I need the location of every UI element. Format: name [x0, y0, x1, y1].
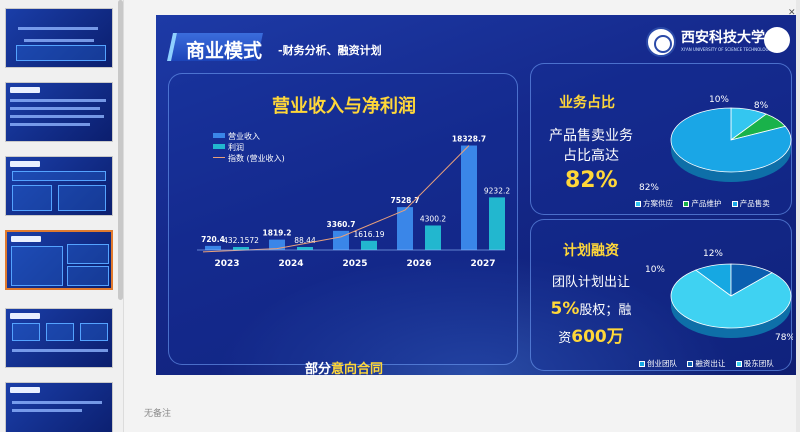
university-seal-icon [646, 27, 676, 57]
slide-title: 商业模式 [186, 40, 263, 62]
university-logo: 西安科技大学 XI'AN UNIVERSITY OF SCIENCE TECHN… [646, 23, 796, 69]
thumbnail-scrollbar[interactable] [118, 0, 123, 300]
business-share-highlight: 82% [565, 168, 618, 193]
university-name-en: XI'AN UNIVERSITY OF SCIENCE TECHNOLOGY [681, 47, 771, 52]
bar-revenue [461, 145, 477, 250]
bar-revenue [333, 230, 349, 250]
x-tick-label: 2025 [342, 259, 367, 269]
business-share-text: 产品售卖业务 占比高达 [549, 128, 633, 164]
business-share-legend: 方案供应 产品维护 产品售卖 [635, 198, 778, 209]
slide-thumbnail[interactable] [5, 8, 113, 68]
slide-thumbnail[interactable] [5, 382, 113, 432]
bar-profit [489, 197, 505, 250]
legend-item: 股东团队 [735, 359, 778, 368]
bar-profit [233, 247, 249, 250]
pie-value-label: 12% [703, 249, 723, 259]
bar-label: 3360.7 [327, 220, 356, 229]
notes-placeholder[interactable]: 无备注 [144, 409, 172, 419]
bar-label: 1616.19 [353, 230, 384, 239]
legend-item: 产品维护 [683, 199, 725, 208]
bar-label: 4300.2 [420, 214, 446, 223]
footnote: 部分意向合同 [304, 362, 384, 375]
legend-item: 方案供应 [635, 199, 677, 208]
financing-title: 计划融资 [563, 243, 619, 259]
slide-canvas[interactable]: 商业模式 -财务分析、融资计划 西安科技大学 XI'AN UNIVERSITY … [156, 15, 796, 375]
slide-thumbnail[interactable] [5, 308, 113, 368]
bar-revenue [269, 239, 285, 250]
bar-label: 9232.2 [484, 186, 510, 195]
slide-subtitle: -财务分析、融资计划 [278, 44, 382, 57]
university-name: 西安科技大学 [681, 30, 765, 46]
bar-profit [297, 247, 313, 250]
legend-item: 创业团队 [639, 359, 681, 368]
business-share-panel: 业务占比 产品售卖业务 占比高达 82% 10% 8% 82% 方案供应 产品维护 … [530, 63, 792, 215]
bar-revenue [397, 207, 413, 250]
financing-text: 团队计划出让 5%股权；融 资600万 [550, 275, 632, 347]
badge-mark-icon [764, 27, 790, 53]
close-icon[interactable]: ✕ [788, 8, 796, 18]
pie-value-label: 10% [709, 95, 729, 105]
bar-label: 720.4 [201, 235, 225, 244]
bar-label: 7528.7 [391, 196, 420, 205]
slide-thumbnail[interactable] [5, 156, 113, 216]
background-glow [216, 255, 736, 375]
bar-profit [361, 240, 377, 250]
pie-value-label: 78% [775, 333, 793, 343]
legend-item-profit: 利润 [213, 142, 285, 153]
financing-panel: 计划融资 团队计划出让 5%股权；融 资600万 10% 12% 78% 创业团队 … [530, 219, 793, 371]
legend-item: 产品售卖 [731, 199, 774, 208]
bar-revenue [205, 245, 221, 250]
x-tick-label: 2026 [406, 259, 431, 269]
bar-label: 432.1572 [223, 236, 259, 245]
pie-value-label: 10% [645, 265, 665, 275]
slide-thumbnail[interactable] [5, 82, 113, 142]
slide-thumbnail-panel [0, 0, 124, 432]
slide-thumbnail-current[interactable] [5, 230, 113, 290]
legend-item-revenue: 营业收入 [213, 131, 285, 142]
financing-pie: 10% 12% 78% [645, 249, 793, 343]
bar-profit [425, 225, 441, 250]
x-tick-label: 2023 [214, 259, 239, 269]
pie-slice [670, 269, 792, 329]
x-tick-label: 2024 [278, 259, 303, 269]
chart-title: 营业收入与净利润 [272, 96, 416, 117]
legend-item: 融资出让 [687, 359, 729, 368]
pie-value-label: 8% [754, 101, 769, 111]
x-tick-label: 2027 [470, 259, 495, 269]
business-share-title: 业务占比 [559, 95, 615, 111]
business-share-pie: 10% 8% 82% [639, 95, 792, 193]
bar-label: 18328.7 [452, 135, 486, 144]
bar-label: 88.44 [294, 236, 316, 245]
bar-label: 1819.2 [263, 229, 292, 238]
financing-legend: 创业团队 融资出让 股东团队 [639, 358, 782, 369]
legend-item-trend: 指数 (营业收入) [213, 153, 285, 164]
slide-title-bar: 商业模式 -财务分析、融资计划 [167, 33, 420, 63]
right-scroll-area [796, 0, 800, 432]
revenue-chart-panel: 营业收入与净利润 营业收入 利润 指数 (营业收入) 720.4 432.1572… [168, 73, 518, 375]
pie-slice [670, 107, 792, 173]
chart-legend: 营业收入 利润 指数 (营业收入) [213, 131, 285, 164]
pie-value-label: 82% [639, 183, 659, 193]
